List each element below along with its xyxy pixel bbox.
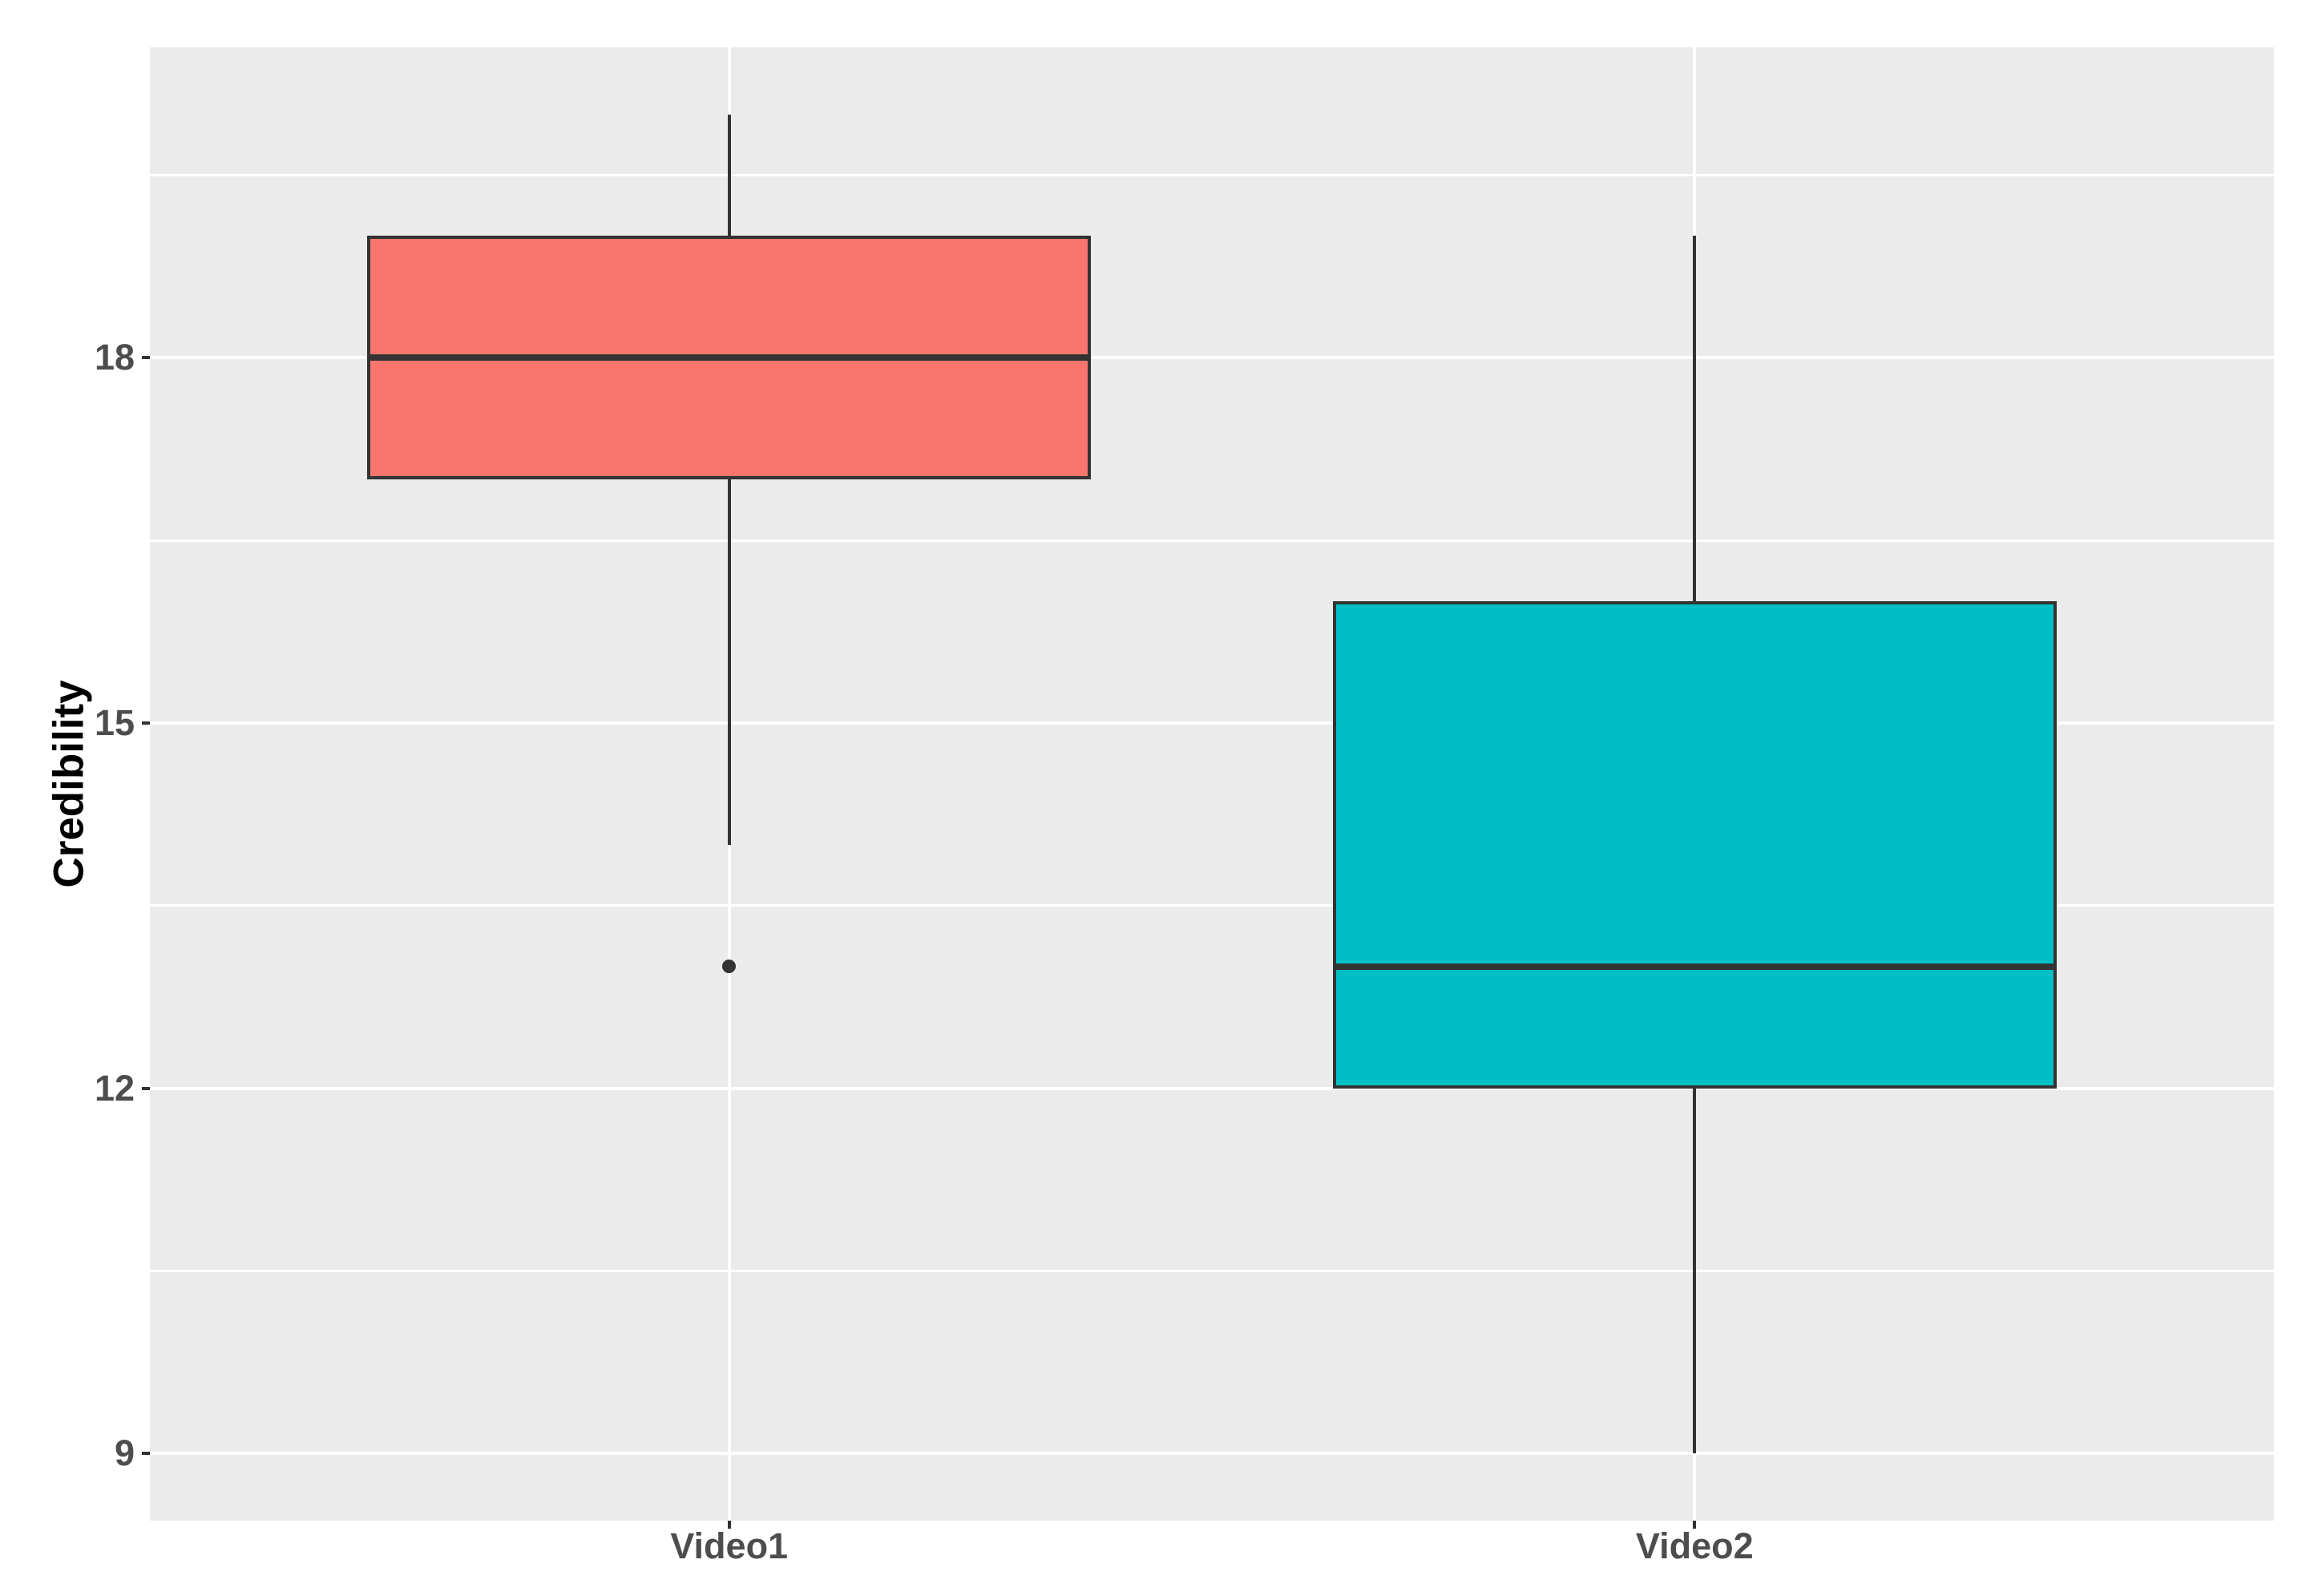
boxplot-lower-whisker xyxy=(727,479,731,845)
boxplot-upper-whisker xyxy=(1693,236,1697,602)
major-gridline xyxy=(150,721,2274,725)
y-tick-mark xyxy=(142,721,150,725)
minor-gridline xyxy=(150,173,2274,176)
boxplot-box xyxy=(1332,601,2057,1089)
x-tick-label: Video1 xyxy=(670,1525,789,1566)
minor-gridline xyxy=(150,539,2274,542)
y-tick-label: 15 xyxy=(94,702,135,744)
y-tick-label: 9 xyxy=(114,1432,135,1474)
x-tick-label: Video2 xyxy=(1635,1525,1754,1566)
major-gridline xyxy=(150,1452,2274,1456)
boxplot-median-line xyxy=(367,354,1092,362)
y-tick-mark xyxy=(142,356,150,360)
y-tick-label: 18 xyxy=(94,337,135,378)
minor-gridline xyxy=(150,1270,2274,1273)
major-gridline xyxy=(150,1086,2274,1090)
outlier-point xyxy=(722,960,737,974)
y-tick-mark xyxy=(142,1086,150,1090)
x-tick-mark xyxy=(727,1521,731,1529)
boxplot-upper-whisker xyxy=(727,114,731,236)
y-tick-mark xyxy=(142,1452,150,1456)
boxplot-median-line xyxy=(1332,963,2057,970)
boxplot-lower-whisker xyxy=(1693,1088,1697,1454)
y-tick-label: 12 xyxy=(94,1067,135,1109)
major-gridline xyxy=(150,356,2274,360)
minor-gridline xyxy=(150,904,2274,907)
x-tick-mark xyxy=(1693,1521,1697,1529)
